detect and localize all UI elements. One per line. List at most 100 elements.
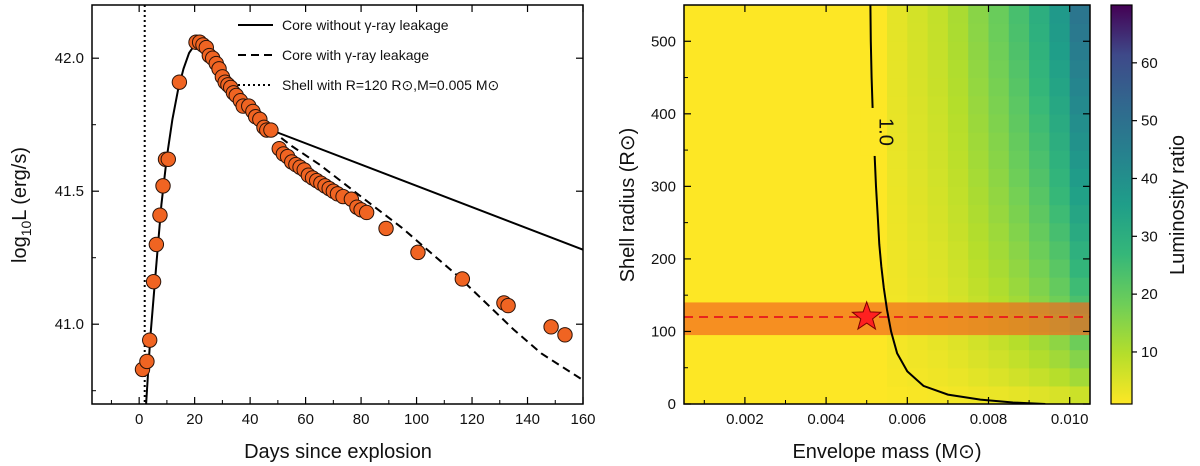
heatmap-cell	[927, 385, 949, 404]
heatmap-cell	[887, 277, 908, 296]
heatmap-cell	[988, 113, 1010, 133]
heatmap-cell	[887, 367, 908, 387]
model-rise-curve	[145, 40, 272, 404]
heatmap-cell	[1049, 240, 1071, 260]
heatmap-cell	[1069, 240, 1090, 260]
heatmap-cell	[1008, 41, 1030, 61]
heatmap-cell	[988, 150, 1010, 169]
heatmap-cell	[927, 113, 949, 133]
heatmap-cell	[1049, 59, 1071, 79]
heatmap-cell	[988, 204, 1010, 224]
heatmap-cell	[1029, 41, 1050, 61]
heatmap-cell	[968, 41, 990, 61]
heatmap-cell	[988, 41, 1010, 61]
heatmap-cell	[947, 349, 969, 369]
heatmap-cell	[947, 41, 969, 61]
model-no-leakage-line	[270, 129, 583, 251]
heatmap-cell	[907, 168, 929, 187]
heatmap-cell	[1008, 131, 1030, 151]
heatmap-cell	[988, 258, 1010, 278]
heatmap-cell	[947, 240, 969, 260]
heatmap-cell	[1029, 77, 1050, 97]
heatmap-cell	[1069, 186, 1090, 206]
right-x-ticks: 0.002 0.004 0.006 0.008 0.010	[703, 5, 1089, 428]
heatmap-cell	[1029, 59, 1050, 79]
heatmap-cell	[1008, 186, 1030, 206]
heatmap-cell	[947, 23, 969, 42]
heatmap-cell	[1069, 59, 1090, 79]
heatmap-cell	[1049, 277, 1071, 296]
heatmap-cell	[907, 331, 929, 351]
heatmap-cell	[887, 113, 908, 133]
observation-point	[160, 151, 176, 167]
heatmap-cell	[988, 385, 1010, 404]
heatmap-cell	[907, 150, 929, 169]
heatmap-cell	[947, 186, 969, 206]
heatmap-cell	[1008, 5, 1030, 24]
observation-point	[557, 327, 573, 343]
heatmap-cell	[1029, 349, 1050, 369]
heatmap-cell	[1069, 168, 1090, 187]
heatmap-cell	[887, 41, 908, 61]
heatmap-cell	[1069, 222, 1090, 242]
heatmap-cell	[947, 95, 969, 115]
luminosity-ratio-heatmap: 1.0 0.002 0.004 0.006 0.008 0.010 0100200300…	[617, 4, 1189, 463]
heatmap-cell	[927, 204, 949, 224]
colorbar-tick-label: 30	[1141, 228, 1158, 245]
heatmap-cell	[927, 150, 949, 169]
x-tick-label: 0.010	[1051, 411, 1089, 428]
heatmap-cell	[1008, 240, 1030, 260]
heatmap-cell	[887, 59, 908, 79]
observation-point	[155, 178, 171, 194]
heatmap-cell	[968, 186, 990, 206]
heatmap-cell	[968, 367, 990, 387]
observation-point	[378, 220, 394, 237]
heatmap-cell	[1049, 204, 1071, 224]
heatmap-cell	[1029, 385, 1050, 404]
heatmap-cell	[1029, 222, 1050, 242]
heatmap-cell	[907, 349, 929, 369]
left-axes-frame	[91, 4, 584, 405]
heatmap-cell	[1008, 222, 1030, 242]
heatmap-cell	[907, 204, 929, 224]
heatmap-cell	[887, 186, 908, 206]
heatmap-cell	[1069, 5, 1090, 24]
colorbar-tick-label: 40	[1141, 170, 1158, 187]
heatmap-cell	[1029, 186, 1050, 206]
heatmap-cell	[927, 240, 949, 260]
heatmap-cell	[1029, 150, 1050, 169]
heatmap-cell	[907, 131, 929, 151]
heatmap-cell	[1069, 258, 1090, 278]
heatmap-cell	[887, 240, 908, 260]
heatmap-cell	[887, 204, 908, 224]
heatmap-cell	[968, 240, 990, 260]
heatmap-cell	[988, 168, 1010, 187]
heatmap-cell	[1008, 385, 1030, 404]
heatmap-cell	[1069, 349, 1090, 369]
heatmap-cell	[1069, 150, 1090, 169]
colorbar-ticks: 10 20 30 40 50 60	[1132, 55, 1158, 361]
heatmap-cell	[968, 95, 990, 115]
observation-point	[454, 271, 471, 287]
heatmap-cell	[1008, 349, 1030, 369]
heatmap-cell	[927, 23, 949, 42]
left-x-ticks: 0 20 40 60 80 100 120 140 160	[110, 5, 596, 428]
heatmap-cell	[887, 385, 908, 404]
light-curve-chart: 0 20 40 60 80 100 120 140 160 41.0 41.5 42.0 Days …	[9, 4, 596, 463]
heatmap-cell	[1069, 113, 1090, 133]
heatmap-cell	[988, 77, 1010, 97]
legend-label-no-leakage: Core without γ-ray leakage	[282, 17, 449, 33]
heatmap-cell	[927, 59, 949, 79]
x-tick-label: 120	[460, 411, 485, 428]
heatmap-cell	[1049, 385, 1071, 404]
heatmap-cell	[1029, 95, 1050, 115]
heatmap-cell	[1049, 5, 1071, 24]
heatmap-cell	[988, 186, 1010, 206]
y-tick-label: 500	[651, 33, 676, 50]
heatmap-cell	[887, 131, 908, 151]
heatmap-cell	[1008, 331, 1030, 351]
colorbar-tick-label: 20	[1141, 286, 1158, 303]
heatmap-cell	[947, 258, 969, 278]
observation-point	[148, 236, 165, 253]
